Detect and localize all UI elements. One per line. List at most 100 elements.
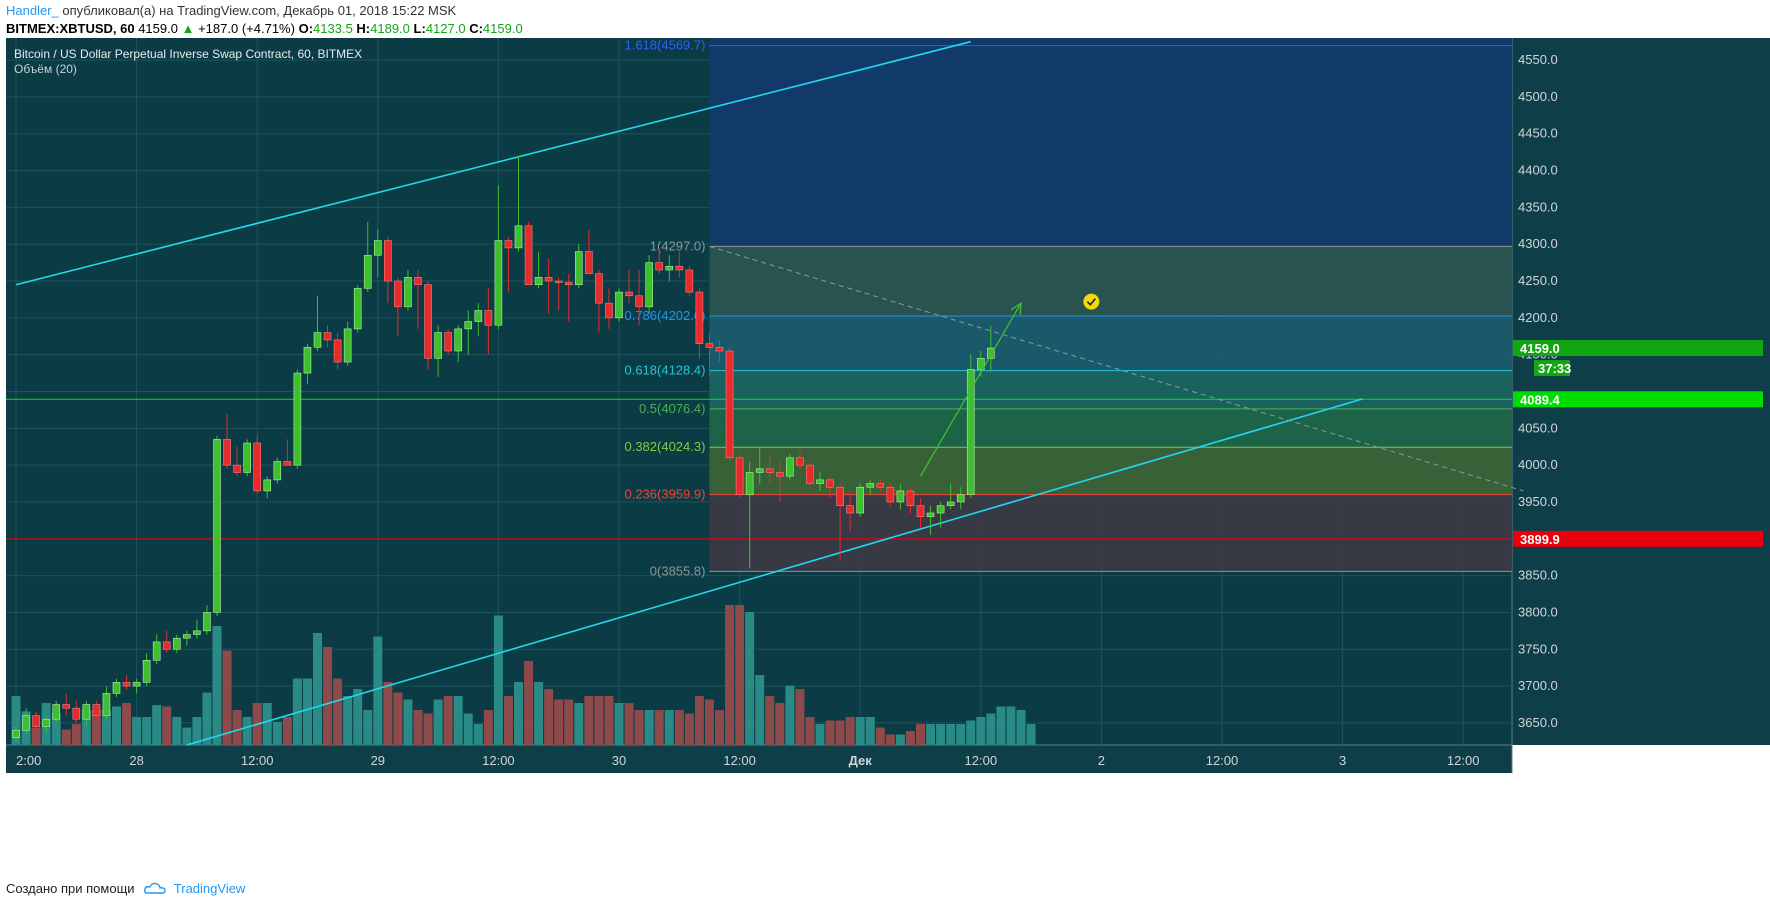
volume-bar xyxy=(634,710,644,745)
fib-level-label: 0(3855.8) xyxy=(650,563,706,578)
footer: Создано при помощи TradingView xyxy=(6,881,245,896)
candle-body xyxy=(414,277,422,286)
candle-body xyxy=(866,483,875,488)
hline-price-badge: 3899.9 xyxy=(1520,532,1560,547)
candle-body xyxy=(183,634,191,639)
volume-bar xyxy=(172,717,182,745)
candle-body xyxy=(775,472,784,477)
publisher-user-link[interactable]: Handler_ xyxy=(6,3,59,18)
volume-bar xyxy=(262,703,272,745)
volume-bar xyxy=(182,727,192,745)
candle-body xyxy=(856,486,865,514)
hline-price-badge-bg xyxy=(1513,530,1763,547)
candle-body xyxy=(765,468,774,473)
candle-body xyxy=(434,332,442,359)
up-arrow-icon: ▲ xyxy=(181,21,195,36)
price-chart[interactable]: 1.618(4569.7) 1(4297.0) 0.786(4202.6) 0.618… xyxy=(0,38,1770,873)
time-tick-label: 12:00 xyxy=(723,753,756,768)
candle-body xyxy=(695,291,704,344)
candle-body xyxy=(544,277,553,282)
high-label: H: xyxy=(356,21,371,36)
volume-bar xyxy=(11,696,21,745)
volume-bar xyxy=(574,703,584,745)
volume-bar xyxy=(936,724,946,745)
volume-bar xyxy=(443,696,453,745)
volume-bar xyxy=(745,612,755,745)
volume-bar xyxy=(735,605,745,745)
volume-bar xyxy=(91,710,101,745)
volume-bar xyxy=(905,731,915,745)
candle-body xyxy=(554,280,563,283)
volume-bar xyxy=(674,710,684,745)
symbol-label[interactable]: BITMEX:XBTUSD, 60 xyxy=(6,21,135,36)
candle-body xyxy=(524,225,533,286)
volume-bar xyxy=(916,724,925,745)
candle-body xyxy=(444,332,452,352)
volume-bar xyxy=(31,727,41,745)
candle-body xyxy=(685,269,694,293)
candle-body xyxy=(343,328,352,363)
fib-level-label: 0.382(4024.3) xyxy=(624,439,705,454)
volume-bar xyxy=(775,703,785,745)
volume-bar xyxy=(805,717,815,745)
candle-body xyxy=(755,468,764,473)
volume-bar xyxy=(463,713,473,745)
fib-zone xyxy=(709,494,1512,572)
price-tick-label: 3950.0 xyxy=(1518,494,1558,509)
candle-body xyxy=(92,704,101,716)
close-label: C: xyxy=(469,21,483,36)
volume-bar xyxy=(624,703,634,745)
volume-bar xyxy=(664,710,674,745)
volume-bar xyxy=(413,710,423,745)
volume-bar xyxy=(222,650,232,745)
candle-body xyxy=(373,240,382,256)
tradingview-link[interactable]: TradingView xyxy=(173,881,246,896)
volume-bar xyxy=(403,699,413,745)
candle-body xyxy=(987,347,995,359)
volume-bar xyxy=(885,734,895,745)
volume-bar xyxy=(986,713,996,745)
price-tick-label: 4450.0 xyxy=(1518,126,1558,141)
last-price-badge-bg xyxy=(1513,340,1763,357)
checkmark-icon-mark xyxy=(1086,298,1096,306)
candle-body xyxy=(394,280,402,308)
volume-bar xyxy=(524,661,534,745)
price-tick-label: 3850.0 xyxy=(1518,568,1558,583)
candle-body xyxy=(796,457,804,466)
volume-bar xyxy=(895,734,905,745)
candle-body xyxy=(404,277,412,308)
publisher-line: Handler_ опубликовал(а) на TradingView.c… xyxy=(6,3,456,18)
volume-bar xyxy=(343,696,353,745)
candle-body xyxy=(152,641,161,661)
candle-body xyxy=(504,240,513,249)
candle-body xyxy=(976,358,985,370)
volume-bar xyxy=(473,724,483,745)
candle-body xyxy=(243,442,251,473)
symbol-ohlc-line: BITMEX:XBTUSD, 60 4159.0 ▲ +187.0 (+4.71… xyxy=(6,21,523,36)
volume-bar xyxy=(966,720,976,745)
price-tick-label: 4200.0 xyxy=(1518,310,1558,325)
candle-body xyxy=(946,501,955,506)
price-tick-label: 4050.0 xyxy=(1518,420,1558,435)
volume-bar xyxy=(423,713,433,745)
volume-bar xyxy=(1016,710,1026,745)
fib-zone xyxy=(709,246,1512,316)
volume-bar xyxy=(514,682,523,745)
time-tick-label: 12:00 xyxy=(965,753,998,768)
price-tick-label: 4500.0 xyxy=(1518,89,1558,104)
volume-bar xyxy=(333,678,343,745)
candle-body xyxy=(956,494,965,503)
candle-body xyxy=(625,291,633,297)
candle-body xyxy=(966,369,975,495)
candle-body xyxy=(283,461,292,466)
high-value: 4189.0 xyxy=(370,21,410,36)
fib-zone xyxy=(709,38,1512,247)
candle-body xyxy=(363,254,372,289)
time-tick-label: 3 xyxy=(1339,753,1346,768)
candle-body xyxy=(675,266,684,271)
candle-body xyxy=(62,704,71,709)
candle-body xyxy=(906,490,915,506)
volume-bar xyxy=(554,699,564,745)
fib-zone xyxy=(709,408,1512,448)
candle-body xyxy=(42,718,50,727)
